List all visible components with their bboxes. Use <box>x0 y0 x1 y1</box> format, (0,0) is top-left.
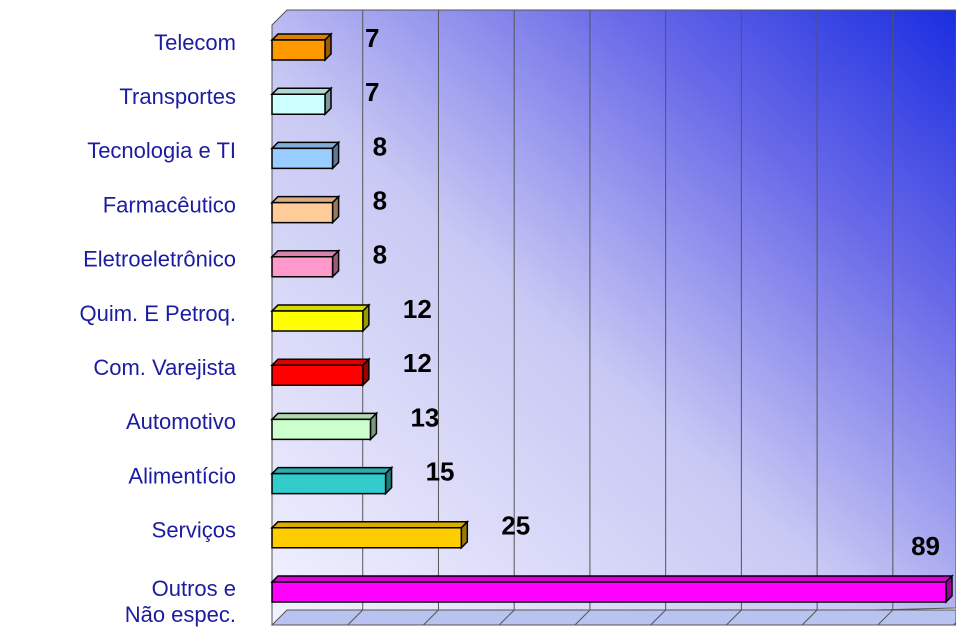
value-label: 25 <box>501 511 530 541</box>
bar-top <box>270 33 333 41</box>
bar-front <box>271 39 326 61</box>
bar <box>270 140 341 171</box>
value-label: 12 <box>403 348 432 378</box>
value-label: 7 <box>365 77 379 107</box>
bar <box>270 86 333 117</box>
bar <box>270 303 371 333</box>
value-label: 13 <box>410 402 439 432</box>
bar-front <box>271 364 364 386</box>
bar <box>270 411 379 442</box>
value-label: 12 <box>403 294 432 324</box>
bar-front <box>271 418 372 441</box>
value-label: 7 <box>365 23 379 53</box>
grid-line <box>650 609 667 626</box>
grid-line <box>347 609 364 626</box>
bar-top <box>270 575 954 583</box>
bar-front <box>271 201 334 224</box>
bar <box>270 32 333 62</box>
grid-line <box>801 609 818 626</box>
y-tick-label: Automotivo <box>126 409 236 434</box>
value-label: 8 <box>373 240 387 270</box>
bar-top <box>270 195 341 204</box>
bar-front <box>271 310 364 332</box>
bar-top <box>270 250 341 258</box>
bar <box>270 465 394 496</box>
bar-front <box>271 527 463 549</box>
value-label: 8 <box>373 131 387 161</box>
bar-front <box>271 581 947 603</box>
y-tick-label: Telecom <box>154 30 236 55</box>
y-tick-label: Outros e Não espec. <box>125 576 236 627</box>
bar-top <box>270 466 394 475</box>
y-tick-label: Serviços <box>152 518 236 543</box>
y-tick-label: Tecnologia e TI <box>87 138 236 163</box>
bar-front <box>271 147 334 170</box>
grid-line <box>877 609 894 626</box>
bar <box>270 248 341 279</box>
grid-line <box>574 609 591 626</box>
bar-top <box>270 521 470 529</box>
grid-line <box>726 609 742 626</box>
bar <box>270 574 954 604</box>
value-label: 8 <box>373 185 387 215</box>
bar-top <box>270 304 371 312</box>
bar-top <box>270 141 341 150</box>
bar-front <box>271 472 387 495</box>
grid-line <box>498 609 515 626</box>
grid-line <box>423 609 439 626</box>
plot-floor <box>270 609 956 626</box>
bar <box>270 357 371 388</box>
bar-top <box>270 358 371 366</box>
bar-front <box>271 93 326 115</box>
bar-top <box>270 412 379 421</box>
y-tick-label: Farmacêutico <box>103 192 236 217</box>
bar <box>270 519 470 550</box>
y-tick-label: Quim. E Petroq. <box>79 301 236 326</box>
y-tick-label: Transportes <box>119 84 236 109</box>
bar-front <box>271 256 334 278</box>
y-tick-label: Com. Varejista <box>93 355 236 380</box>
y-tick-label: Eletroeletrônico <box>83 247 236 272</box>
bar-top <box>270 87 333 95</box>
value-label: 89 <box>911 531 940 561</box>
value-label: 15 <box>426 456 455 486</box>
bar <box>270 194 341 225</box>
y-tick-label: Alimentício <box>128 463 236 488</box>
